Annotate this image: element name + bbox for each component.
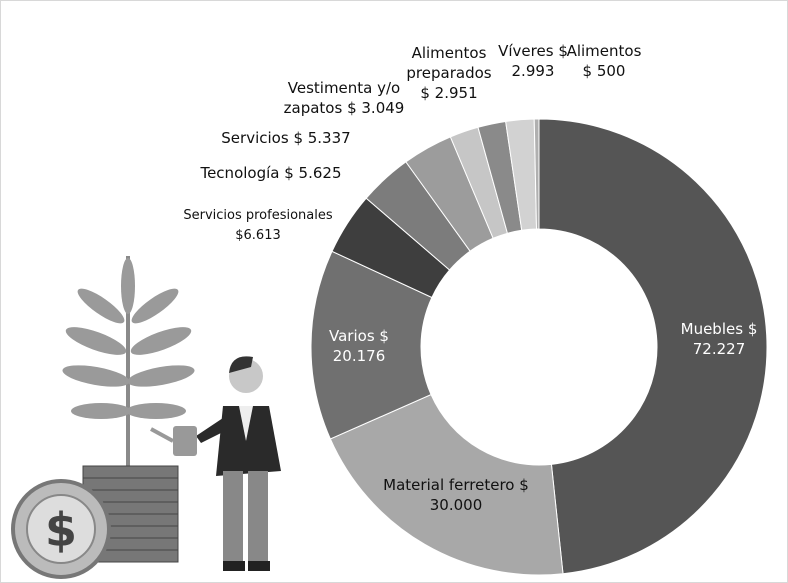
donut-slice bbox=[329, 393, 564, 576]
value-label: $ 500 bbox=[582, 62, 626, 80]
category-name: Muebles bbox=[680, 320, 744, 338]
svg-text:$: $ bbox=[45, 503, 77, 557]
slice-label: Vestimenta y/o zapatos $ 3.049 bbox=[279, 78, 409, 118]
slice-label: Muebles $ 72.227 bbox=[674, 319, 764, 359]
category-name: Material ferretero bbox=[383, 476, 515, 494]
value-label: $6.613 bbox=[235, 228, 281, 243]
category-name: Alimentos bbox=[566, 42, 642, 60]
slice-label: Varios $ 20.176 bbox=[319, 326, 399, 366]
value-label: $ 2.951 bbox=[420, 84, 478, 102]
category-name: Servicios bbox=[221, 129, 289, 147]
value-label: $ 72.227 bbox=[692, 320, 758, 358]
category-name: Tecnología bbox=[200, 164, 280, 182]
slice-label: Víveres $ 2.993 bbox=[497, 41, 569, 81]
slice-label: Servicios profesionales $6.613 bbox=[173, 206, 343, 246]
donut-slice bbox=[538, 118, 768, 575]
category-name: Víveres bbox=[498, 42, 554, 60]
value-label: $ 5.337 bbox=[293, 129, 351, 147]
category-name: Servicios profesionales bbox=[183, 208, 333, 223]
value-label: $ 20.176 bbox=[332, 327, 389, 365]
donut-slice bbox=[533, 118, 540, 230]
value-label: $ 3.049 bbox=[347, 99, 405, 117]
illustration: $ bbox=[11, 256, 281, 579]
slice-label: Alimentos preparados $ 2.951 bbox=[403, 43, 495, 103]
slice-label: Alimentos $ 500 bbox=[563, 41, 645, 81]
category-name: Varios bbox=[329, 327, 375, 345]
slice-label: Tecnología $ 5.625 bbox=[191, 163, 351, 183]
category-name: Vestimenta y/o zapatos bbox=[283, 79, 401, 117]
slice-label: Servicios $ 5.337 bbox=[221, 128, 351, 148]
value-label: $ 30.000 bbox=[429, 476, 529, 514]
category-name: Alimentos preparados bbox=[406, 44, 492, 82]
slice-label: Material ferretero $ 30.000 bbox=[381, 475, 531, 515]
value-label: $ 5.625 bbox=[284, 164, 342, 182]
donut bbox=[310, 118, 768, 576]
value-label: $ 2.993 bbox=[511, 42, 568, 80]
